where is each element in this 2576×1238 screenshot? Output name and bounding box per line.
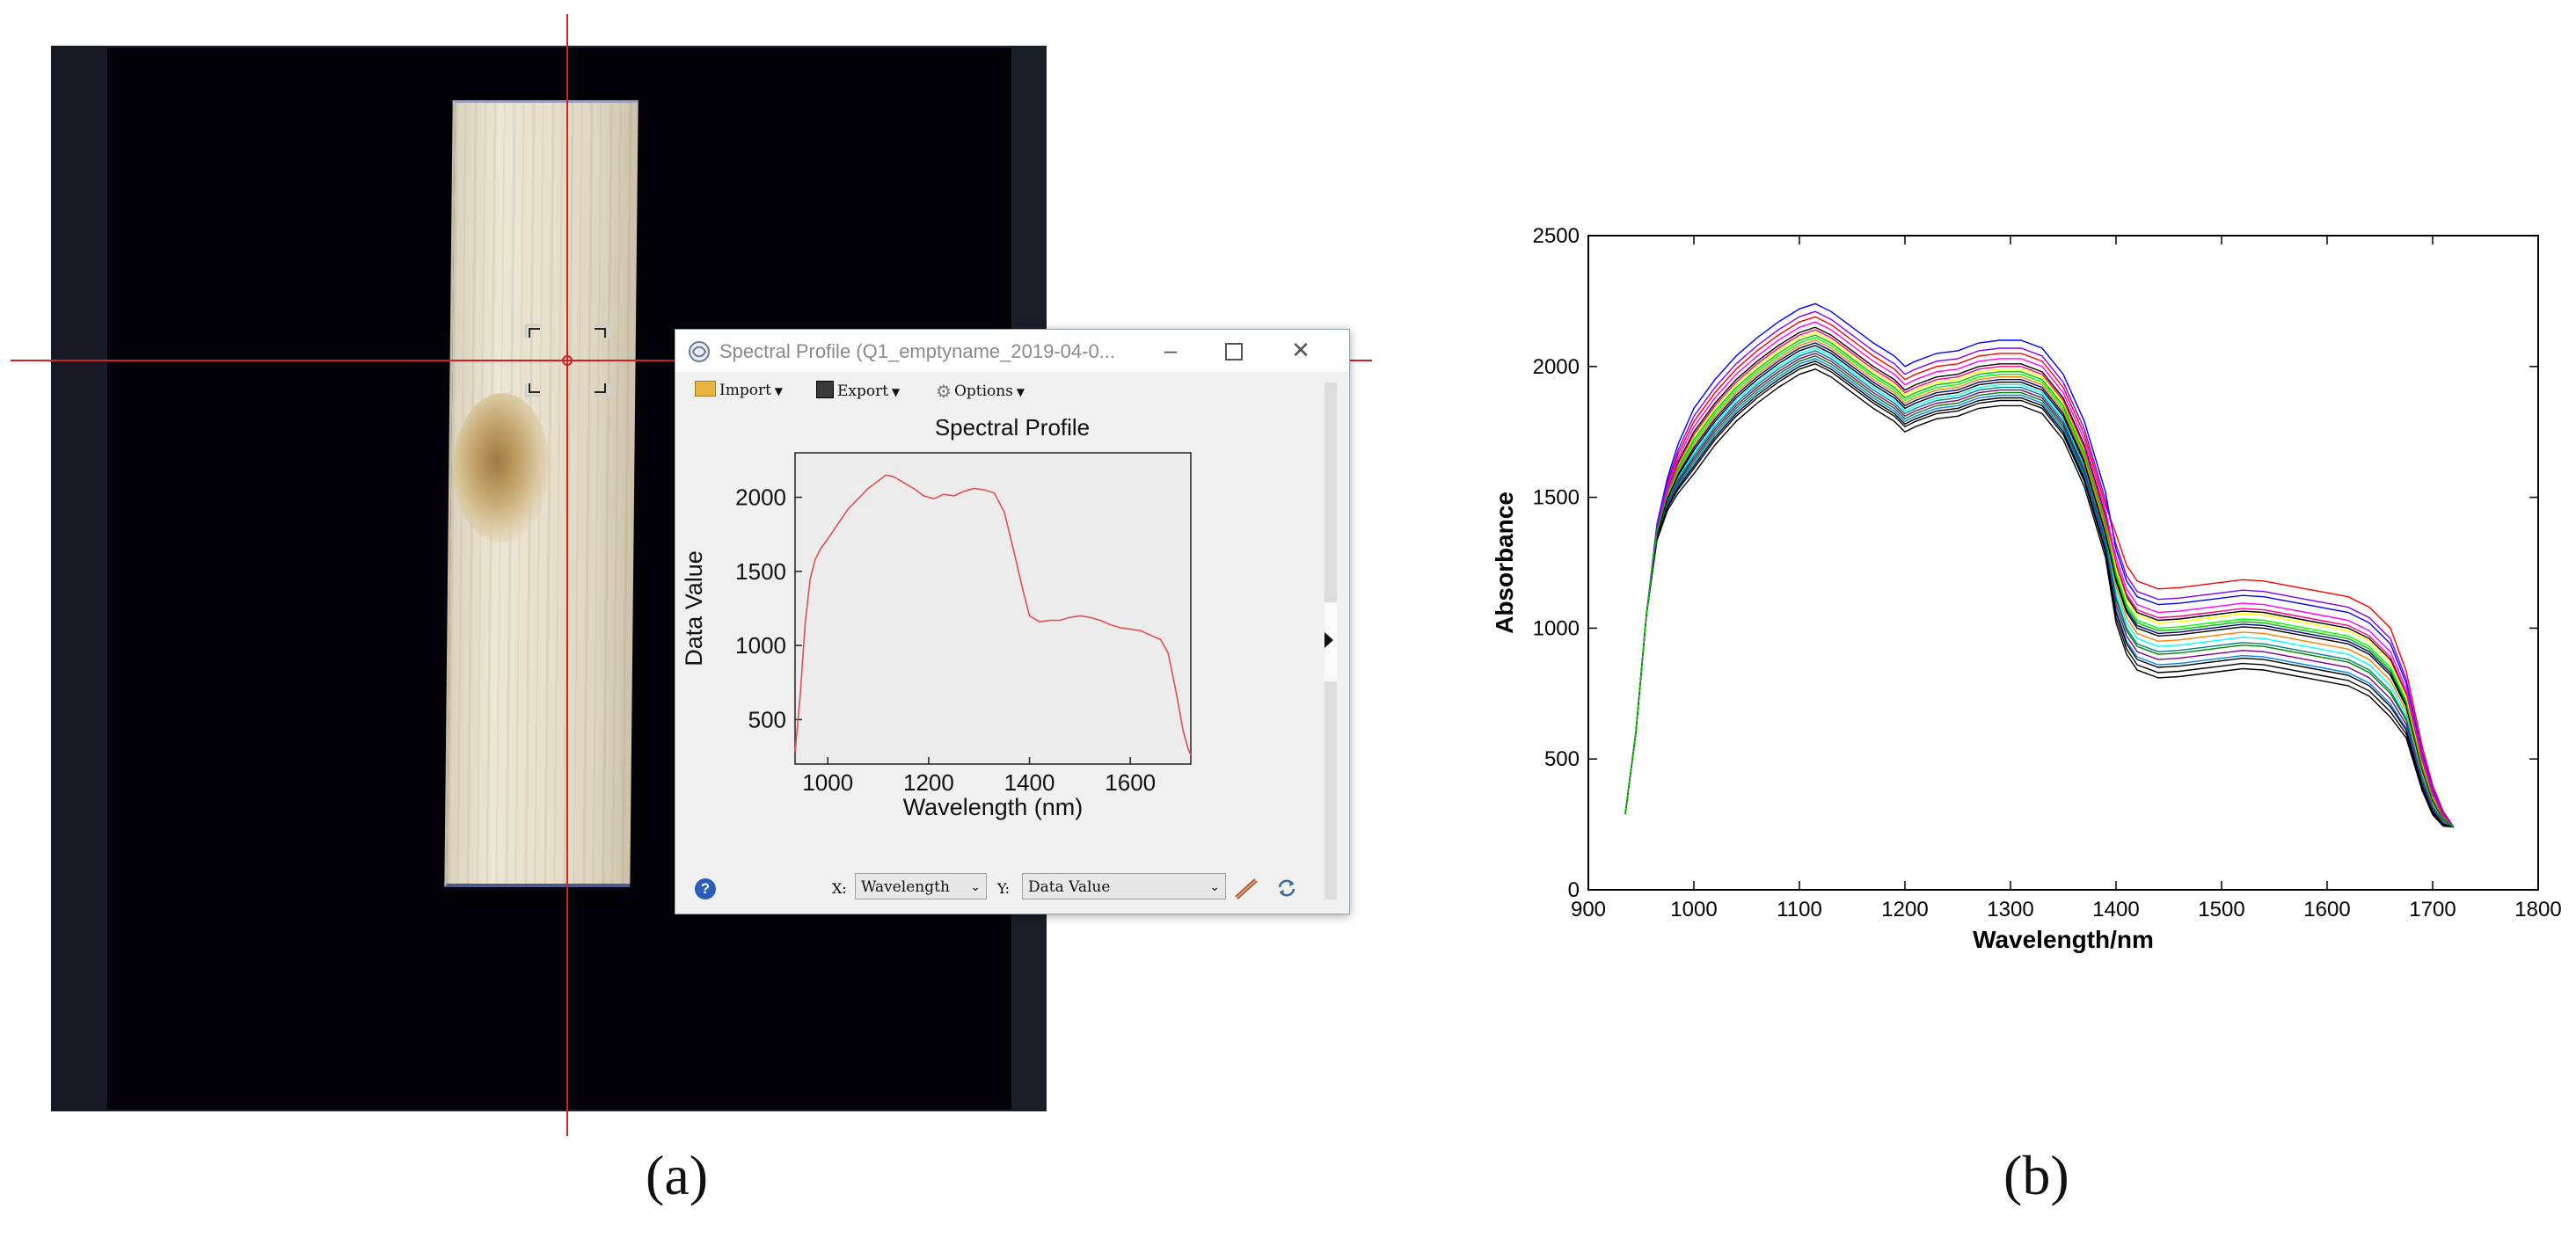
x-tick-label: 1400 [1004, 769, 1055, 796]
window-toolbar: Import ▼ Export ▼ ⚙ Options ▼ [675, 375, 1326, 411]
absorbance-series-line [1624, 363, 2455, 828]
absorbance-series-line [1624, 331, 2455, 828]
options-label: Options [953, 382, 1013, 400]
line-style-icon[interactable] [1233, 875, 1259, 901]
x-tick-label: 1200 [1881, 898, 1928, 921]
absorbance-series-line [1624, 329, 2455, 828]
scrollbar[interactable] [1324, 382, 1337, 899]
absorbance-chart: 900 1000 1100 1200 1300 1400 1500 1600 1700 1800 0… [1491, 224, 2562, 953]
wood-knot [452, 393, 551, 543]
y-tick-label: 2000 [735, 484, 786, 511]
minimize-icon[interactable]: – [1164, 337, 1178, 363]
y-axis-select[interactable]: Data Value ⌄ [1022, 873, 1226, 899]
x-axis-label: Wavelength/nm [1973, 926, 2154, 953]
x-tick-label: 1500 [2198, 898, 2244, 921]
help-icon[interactable]: ? [695, 878, 716, 899]
x-tick-label: 1700 [2409, 898, 2456, 921]
window-bottombar: ? X: Wavelength ⌄ Y: Data Value ⌄ [675, 868, 1326, 907]
wood-sample [444, 100, 639, 887]
x-axis-select-value: Wavelength [861, 878, 950, 896]
spectral-profile-window[interactable]: Spectral Profile (Q1_emptyname_2019-04-0… [675, 329, 1350, 914]
x-tick-label: 1000 [1670, 898, 1717, 921]
x-axis-prefix: X: [832, 880, 847, 897]
window-title: Spectral Profile (Q1_emptyname_2019-04-0… [719, 340, 1116, 362]
export-label: Export [837, 382, 889, 400]
gear-icon: ⚙ [936, 381, 952, 402]
folder-icon [695, 381, 716, 397]
plot-area [1587, 235, 2539, 891]
absorbance-series-line [1624, 316, 2455, 827]
absorbance-series-line [1624, 337, 2455, 828]
close-icon[interactable]: ✕ [1291, 337, 1310, 363]
x-axis-select[interactable]: Wavelength ⌄ [855, 873, 987, 899]
y-axis-prefix: Y: [997, 880, 1010, 897]
y-axis-label: Absorbance [1491, 492, 1518, 634]
absorbance-series-line [1624, 339, 2455, 828]
y-axis-label: Data Value [681, 550, 707, 666]
y-tick-label: 2500 [1533, 224, 1580, 248]
refresh-icon[interactable] [1275, 877, 1298, 899]
window-titlebar[interactable]: Spectral Profile (Q1_emptyname_2019-04-0… [675, 330, 1349, 372]
export-button[interactable]: Export ▼ [816, 381, 900, 405]
absorbance-series-line [1624, 321, 2455, 828]
absorbance-series-line [1624, 345, 2455, 828]
import-label: Import [719, 382, 771, 399]
absorbance-series-line [1624, 310, 2455, 828]
y-tick-label: 500 [748, 706, 786, 732]
y-tick-label: 500 [1544, 747, 1580, 771]
absorbance-series-line [1624, 347, 2455, 828]
x-tick-label: 1200 [903, 769, 954, 796]
crosshair-vertical[interactable] [566, 14, 568, 1136]
y-tick-label: 1500 [1533, 486, 1580, 510]
import-button[interactable]: Import ▼ [695, 381, 783, 405]
spectral-profile-chart[interactable]: 1000 1200 1400 1600 500 1000 1500 2000 Wavelengt… [675, 441, 1326, 868]
absorbance-series-line [1624, 350, 2455, 828]
x-tick-label: 1600 [1105, 769, 1156, 796]
spectral-profile-line [794, 474, 1192, 756]
absorbance-series-line [1624, 358, 2455, 828]
crosshair-marker-icon[interactable] [521, 317, 617, 404]
caption-a: (a) [646, 1144, 709, 1206]
maximize-icon[interactable] [1221, 339, 1247, 365]
x-axis-label: Wavelength (nm) [903, 794, 1084, 820]
chevron-down-icon: ▼ [1012, 386, 1025, 398]
x-tick-label: 1300 [1987, 898, 2033, 921]
absorbance-series-line [1624, 334, 2455, 828]
absorbance-series-line [1624, 342, 2455, 828]
image-left-edge [51, 46, 107, 1111]
absorbance-series-line [1624, 360, 2455, 828]
chevron-down-icon: ⌄ [1209, 880, 1220, 894]
absorbance-series-line [1624, 368, 2455, 828]
plot-title: Spectral Profile [934, 414, 1091, 441]
absorbance-series-line [1624, 355, 2455, 828]
x-tick-label: 1400 [2092, 898, 2139, 921]
plot-area [794, 452, 1192, 765]
absorbance-series-line [1624, 353, 2455, 828]
y-tick-label: 1000 [735, 632, 786, 659]
absorbance-series-line [1624, 326, 2455, 828]
x-tick-label: 1800 [2514, 898, 2561, 921]
y-axis-select-value: Data Value [1028, 878, 1111, 896]
save-icon [816, 381, 834, 398]
chevron-down-icon: ⌄ [970, 880, 981, 894]
y-tick-label: 0 [1568, 878, 1580, 902]
y-tick-label: 2000 [1533, 355, 1580, 379]
caret-right-icon [1324, 632, 1333, 648]
chevron-down-icon: ▼ [770, 385, 783, 397]
x-tick-label: 1600 [2303, 898, 2350, 921]
caption-b: (b) [2003, 1144, 2069, 1206]
y-tick-label: 1500 [735, 558, 786, 585]
options-button[interactable]: ⚙ Options ▼ [936, 381, 1025, 405]
x-tick-label: 900 [1571, 898, 1606, 921]
chevron-down-icon: ▼ [888, 386, 901, 398]
x-tick-label: 1100 [1777, 898, 1822, 921]
x-tick-label: 1000 [802, 769, 853, 796]
app-icon [689, 341, 710, 362]
y-tick-label: 1000 [1533, 616, 1580, 640]
absorbance-series-line [1624, 302, 2455, 828]
